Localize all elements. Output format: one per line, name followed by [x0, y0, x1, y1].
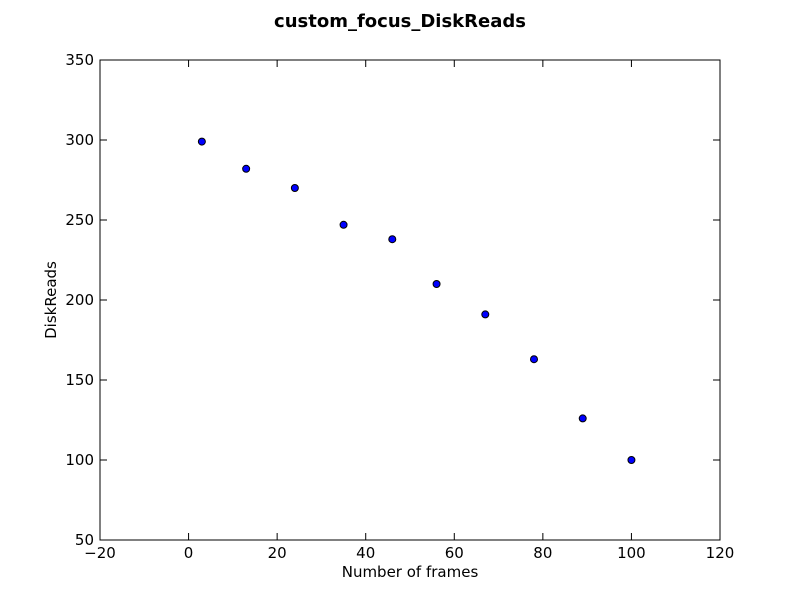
x-axis: −20 0 20 40 60 80 100 120 — [84, 60, 734, 562]
x-tick-label: 80 — [533, 544, 552, 562]
data-point — [339, 220, 348, 229]
y-tick-label: 100 — [65, 451, 94, 469]
data-point — [290, 184, 299, 192]
data-point — [432, 280, 441, 288]
y-tick-label: 200 — [65, 291, 94, 309]
data-point — [242, 164, 251, 173]
chart-title: custom_focus_DiskReads — [274, 11, 526, 32]
y-tick-label: 150 — [65, 371, 94, 389]
plot-area — [99, 59, 721, 541]
x-tick-label: −20 — [84, 544, 116, 562]
y-tick-label: 350 — [65, 51, 94, 69]
y-tick-label: 250 — [65, 211, 94, 229]
data-point — [627, 456, 636, 464]
x-tick-label: 40 — [356, 544, 375, 562]
data-point — [197, 137, 206, 146]
data-point — [388, 235, 397, 244]
x-tick-label: 100 — [617, 544, 646, 562]
y-axis: 50 100 150 200 250 300 350 — [65, 51, 720, 549]
data-point — [481, 310, 490, 319]
data-point — [530, 355, 538, 364]
data-point — [578, 414, 587, 423]
y-tick-label: 50 — [75, 531, 94, 549]
y-tick-label: 300 — [65, 131, 94, 149]
x-tick-label: 120 — [706, 544, 735, 562]
x-tick-label: 0 — [184, 544, 194, 562]
y-axis-label: DiskReads — [42, 261, 60, 339]
x-tick-label: 60 — [445, 544, 464, 562]
x-axis-label: Number of frames — [342, 563, 479, 581]
data-points — [197, 137, 636, 464]
x-tick-label: 20 — [268, 544, 287, 562]
